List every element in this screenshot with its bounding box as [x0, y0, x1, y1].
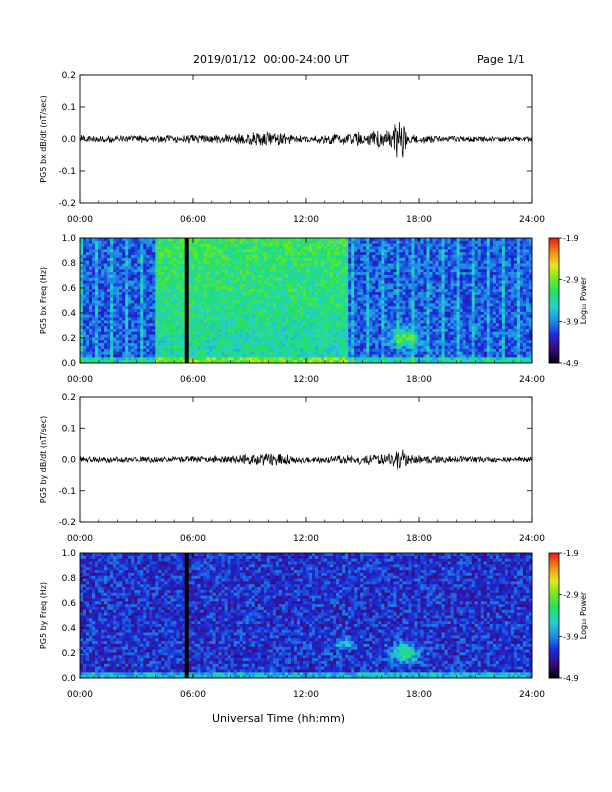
panel-1: 0.2 0.1 0.0 -0.1 -0.2 00:00 06:00 12:00 18:00 24:… [39, 71, 545, 225]
colorbar-tick-label: -1.9 [563, 234, 579, 243]
x-tick-label: 12:00 [293, 690, 319, 700]
colorbar-label: Log₁₀ Power [579, 276, 588, 324]
y-tick-label: 0.4 [62, 309, 77, 319]
y-tick-label: 0.0 [62, 674, 77, 684]
x-tick-label: 18:00 [406, 690, 432, 700]
colorbar-tick-label: -3.9 [563, 632, 579, 641]
panel-2: 1.0 0.8 0.6 0.4 0.2 0.0 -1.9 -2.9 -3.9 -4.9 Log₁₀ … [39, 234, 588, 385]
y-tick-label: 0.6 [62, 599, 77, 609]
x-tick-label: 18:00 [406, 534, 432, 544]
colorbar-tick-label: -4.9 [563, 674, 579, 683]
y-tick-label: 0.2 [62, 71, 76, 81]
y-tick-label: 1.0 [62, 234, 77, 244]
colorbar: -1.9 -2.9 -3.9 -4.9 Log₁₀ Power [548, 549, 588, 683]
panel-3: 0.2 0.1 0.0 -0.1 -0.2 00:00 06:00 12:00 18:00 24:… [39, 393, 545, 544]
data-gap [184, 238, 189, 363]
colorbar-tick-label: -3.9 [563, 317, 579, 326]
data-gap [184, 553, 189, 678]
colorbar-tick-label: -1.9 [563, 549, 579, 558]
y-tick-label: -0.2 [58, 518, 76, 528]
x-tick-label: 00:00 [67, 690, 93, 700]
x-tick-label: 24:00 [519, 690, 545, 700]
y-tick-label: 0.8 [62, 259, 77, 269]
y-tick-label: 0.0 [62, 456, 77, 466]
x-tick-label: 06:00 [180, 375, 206, 385]
y-tick-label: -0.1 [58, 487, 76, 497]
x-axis-label: Universal Time (hh:mm) [212, 712, 345, 725]
x-tick-label: 00:00 [67, 375, 93, 385]
colorbar-tick-label: -2.9 [563, 276, 579, 285]
x-tick-label: 12:00 [293, 215, 319, 225]
y-tick-label: -0.2 [58, 199, 76, 209]
colorbar: -1.9 -2.9 -3.9 -4.9 Log₁₀ Power [548, 234, 588, 368]
x-tick-label: 24:00 [519, 215, 545, 225]
x-tick-label: 18:00 [406, 215, 432, 225]
x-tick-label: 12:00 [293, 375, 319, 385]
y-tick-label: 0.0 [62, 359, 77, 369]
page-title: 2019/01/12 00:00-24:00 UT [193, 53, 350, 66]
x-tick-label: 12:00 [293, 534, 319, 544]
y-tick-label: 0.0 [62, 135, 77, 145]
y-tick-label: 0.1 [62, 103, 76, 113]
y-tick-label: 0.2 [62, 334, 76, 344]
y-tick-label: -0.1 [58, 167, 76, 177]
x-tick-label: 00:00 [67, 534, 93, 544]
y-tick-label: 0.1 [62, 424, 76, 434]
page-number: Page 1/1 [477, 53, 525, 66]
y-axis-label: PG5 by Freq (Hz) [39, 582, 48, 649]
series-line [79, 121, 533, 158]
y-tick-label: 0.2 [62, 649, 76, 659]
x-tick-label: 06:00 [180, 690, 206, 700]
colorbar-label: Log₁₀ Power [579, 591, 588, 639]
y-tick-label: 0.4 [62, 624, 77, 634]
panel-4: 1.0 0.8 0.6 0.4 0.2 0.0 -1.9 -2.9 -3.9 -4.9 Log₁₀ … [39, 549, 588, 700]
x-tick-label: 06:00 [180, 215, 206, 225]
y-axis-label: PG5 bx dB/dt (nT/sec) [39, 95, 48, 182]
x-tick-label: 18:00 [406, 375, 432, 385]
y-tick-label: 1.0 [62, 549, 77, 559]
x-tick-label: 24:00 [519, 534, 545, 544]
y-tick-label: 0.6 [62, 284, 77, 294]
y-axis-label: PG5 by dB/dt (nT/sec) [39, 416, 48, 503]
x-tick-label: 06:00 [180, 534, 206, 544]
y-axis-label: PG5 bx Freq (Hz) [39, 267, 48, 334]
y-tick-label: 0.2 [62, 393, 76, 403]
series-line [79, 449, 533, 470]
colorbar-tick-label: -4.9 [563, 359, 579, 368]
colorbar-tick-label: -2.9 [563, 591, 579, 600]
x-tick-label: 24:00 [519, 375, 545, 385]
y-tick-label: 0.8 [62, 574, 77, 584]
x-tick-label: 00:00 [67, 215, 93, 225]
